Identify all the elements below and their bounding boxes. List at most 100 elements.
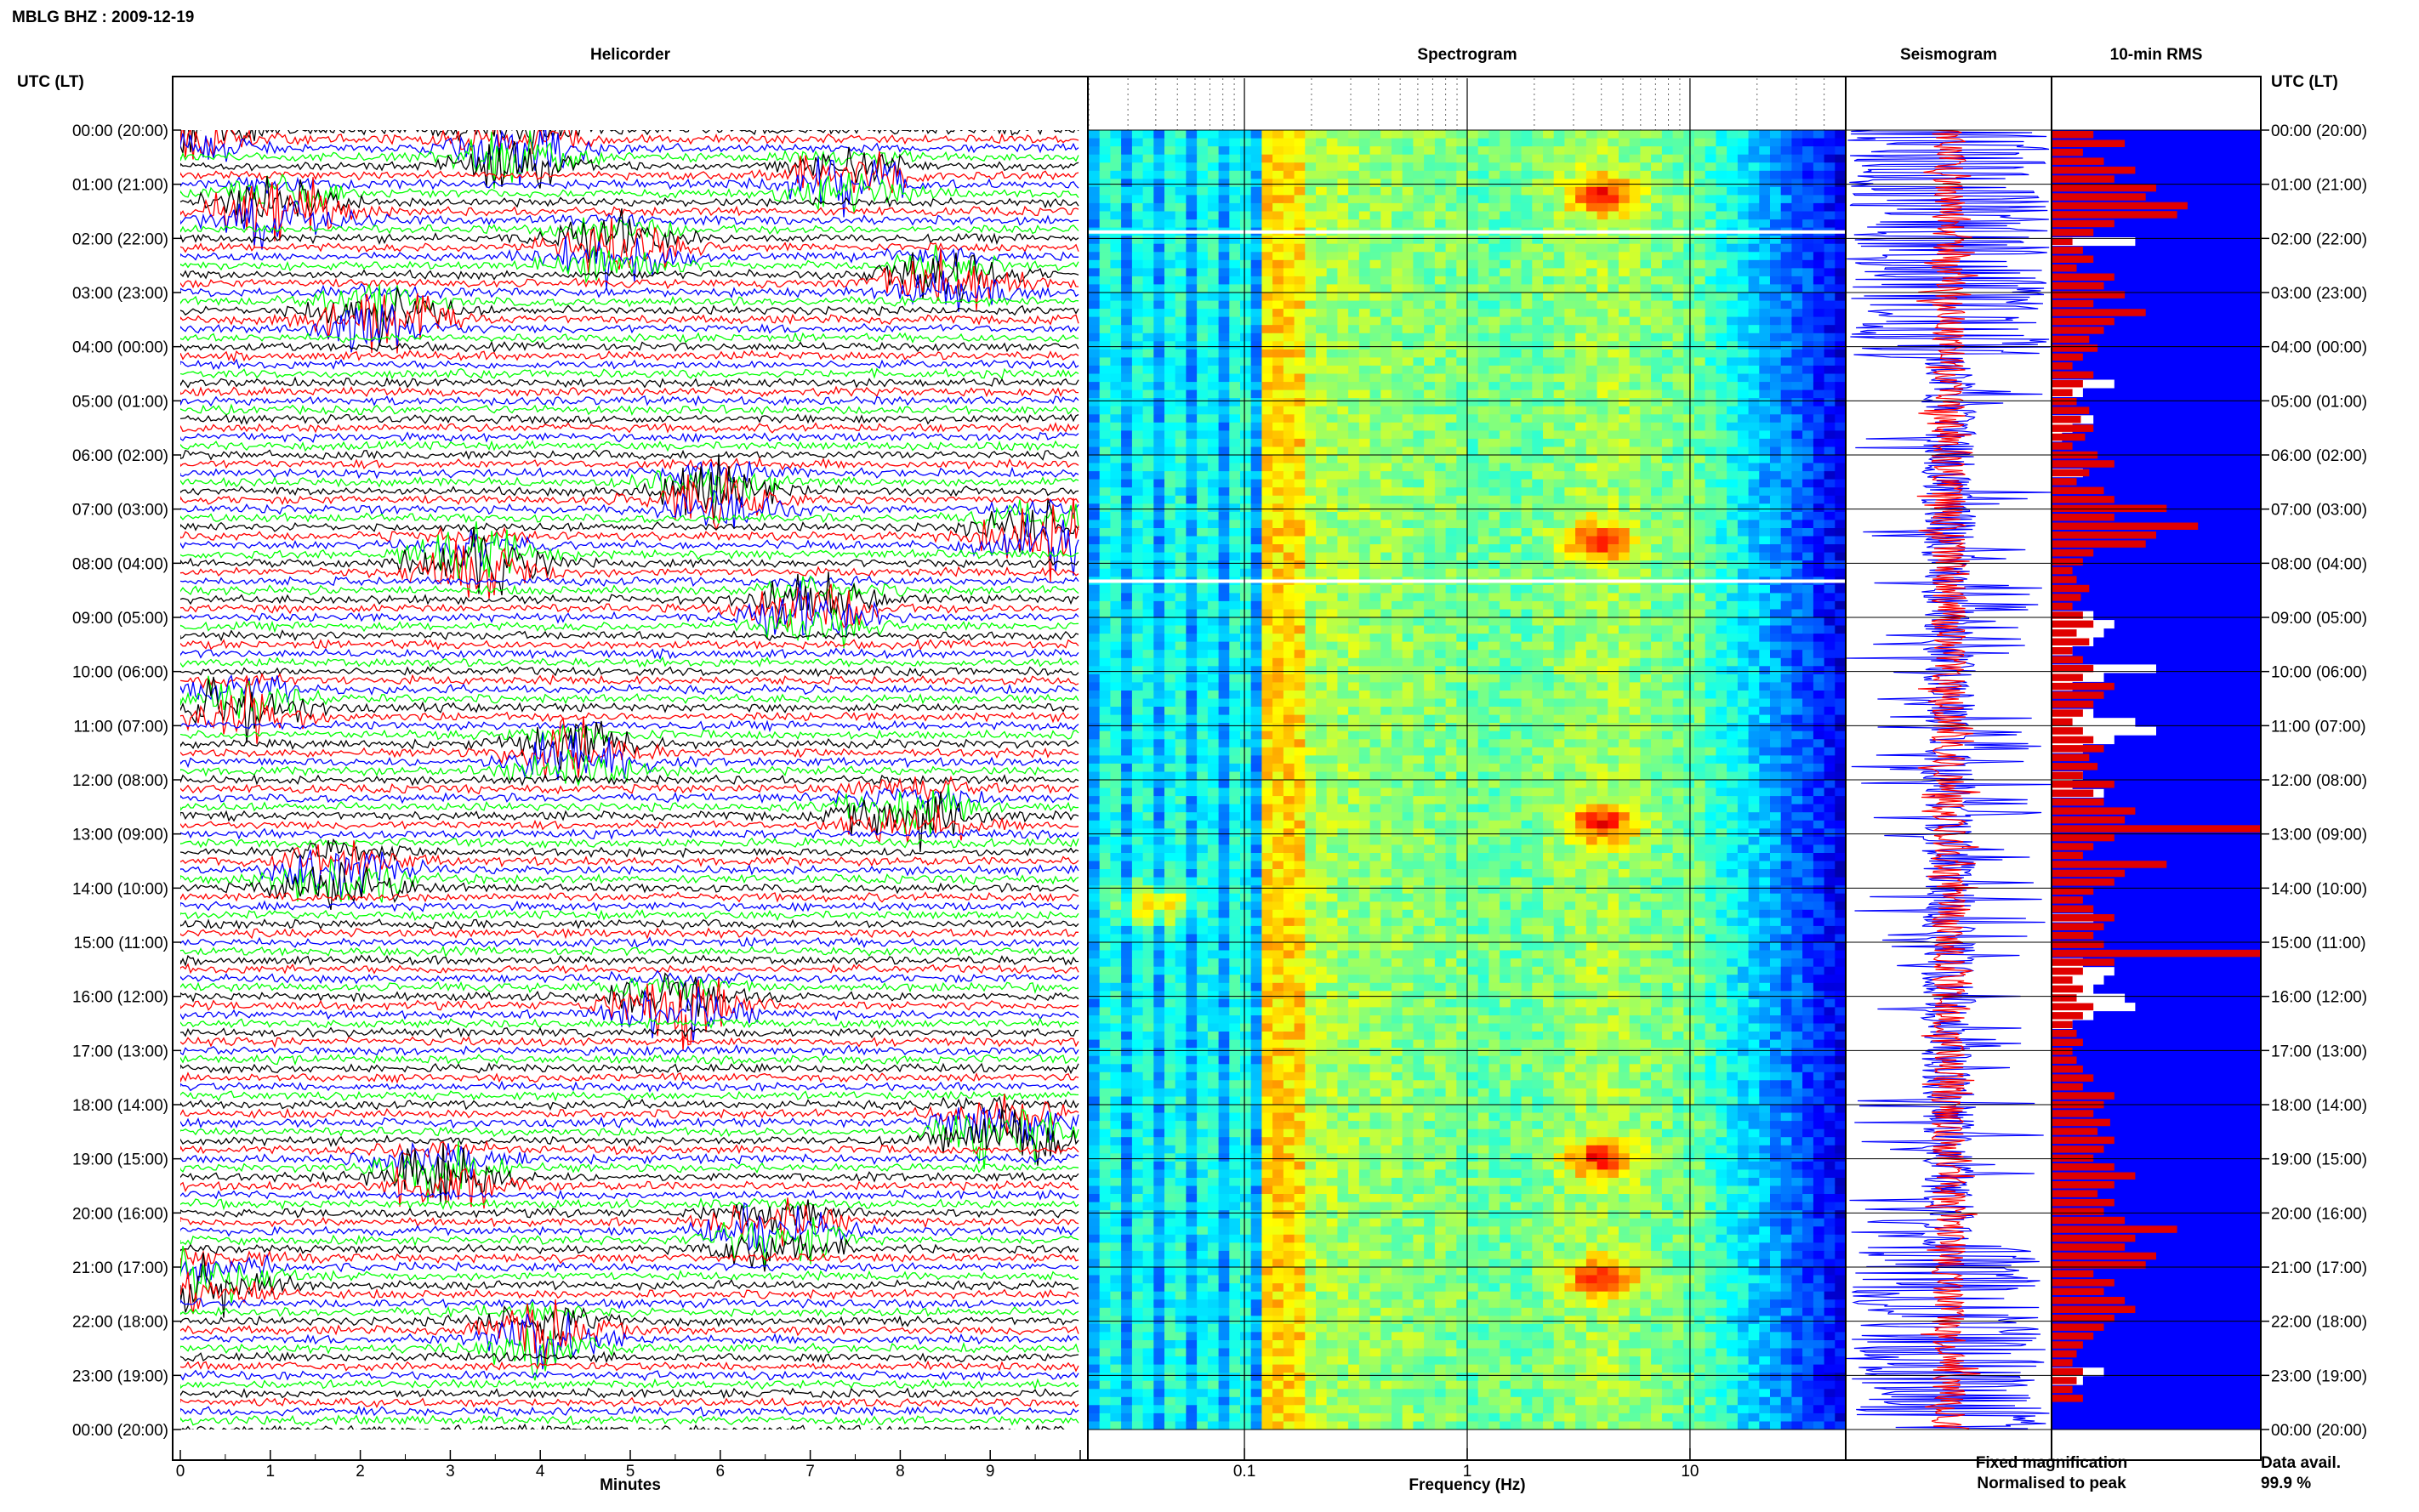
spectrogram-cell (1564, 382, 1576, 391)
helicorder-trace (180, 304, 1079, 353)
spectrogram-cell (1532, 617, 1544, 627)
spectrogram-cell (1348, 584, 1360, 594)
spectrogram-cell (1640, 487, 1652, 497)
spectrogram-cell (1218, 682, 1230, 691)
spectrogram-cell (1153, 520, 1165, 529)
spectrogram-cell (1445, 179, 1457, 188)
spectrogram-cell (1705, 422, 1716, 431)
spectrogram-cell (1424, 325, 1436, 334)
spectrogram-cell (1250, 309, 1262, 318)
spectrogram-cell (1791, 682, 1803, 691)
spectrogram-cell (1099, 666, 1111, 675)
spectrogram-cell (1543, 195, 1555, 204)
spectrogram-cell (1564, 268, 1576, 277)
spectrogram-cell (1316, 487, 1328, 497)
spectrogram-cell (1164, 146, 1176, 156)
spectrogram-cell (1672, 276, 1684, 286)
spectrogram-cell (1392, 284, 1403, 293)
spectrogram-cell (1824, 682, 1836, 691)
spectrogram-cell (1402, 455, 1414, 464)
spectrogram-cell (1121, 365, 1133, 375)
spectrogram-cell (1305, 560, 1317, 570)
spectrogram-cell (1770, 536, 1782, 545)
spectrogram-cell (1283, 252, 1295, 261)
spectrogram-cell (1521, 284, 1533, 293)
spectrogram-cell (1500, 252, 1511, 261)
spectrogram-cell (1791, 138, 1803, 147)
spectrogram-cell (1207, 657, 1220, 667)
spectrogram-cell (1521, 463, 1533, 472)
helicorder-trace (180, 861, 1079, 910)
spectrogram-cell (1121, 333, 1133, 342)
spectrogram-cell (1250, 479, 1262, 488)
spectrogram-cell (1164, 398, 1176, 407)
spectrogram-cell (1510, 520, 1523, 529)
spectrogram-cell (1521, 528, 1533, 537)
spectrogram-cell (1218, 179, 1230, 188)
spectrogram-cell (1661, 536, 1674, 545)
spectrogram-cell (1348, 236, 1360, 245)
spectrogram-cell (1780, 682, 1792, 691)
spectrogram-cell (1402, 511, 1414, 521)
spectrogram-cell (1240, 414, 1252, 423)
spectrogram-cell (1477, 634, 1489, 643)
spectrogram-cell (1272, 186, 1284, 196)
spectrogram-cell (1348, 528, 1360, 537)
spectrogram-cell (1802, 162, 1814, 172)
spectrogram-cell (1240, 365, 1252, 375)
spectrogram-cell (1294, 211, 1306, 220)
spectrogram-cell (1780, 593, 1792, 602)
spectrogram-cell (1824, 600, 1836, 611)
spectrogram-cell (1142, 202, 1154, 213)
spectrogram-cell (1813, 593, 1825, 602)
spectrogram-cell (1142, 536, 1154, 545)
spectrogram-cell (1661, 179, 1674, 188)
spectrogram-cell (1218, 691, 1230, 700)
spectrogram-cell (1759, 325, 1771, 334)
spectrogram-cell (1229, 341, 1241, 350)
spectrogram-cell (1629, 503, 1641, 513)
spectrogram-cell (1272, 293, 1284, 302)
spectrogram-cell (1835, 300, 1846, 310)
spectrogram-cell (1326, 293, 1338, 302)
spectrogram-cell (1672, 195, 1684, 204)
spectrogram-cell (1705, 211, 1716, 220)
spectrogram-cell (1683, 219, 1695, 229)
spectrogram-cell (1089, 406, 1101, 415)
spectrogram-cell (1110, 179, 1122, 188)
spectrogram-cell (1369, 236, 1381, 245)
spectrogram-cell (1283, 495, 1295, 504)
spectrogram-cell (1510, 130, 1523, 139)
spectrogram-cell (1564, 560, 1576, 570)
spectrogram-cell (1283, 657, 1295, 667)
spectrogram-cell (1737, 422, 1750, 431)
spectrogram-cell (1759, 284, 1771, 293)
spectrogram-cell (1802, 259, 1814, 269)
spectrogram-cell (1175, 471, 1187, 480)
spectrogram-cell (1369, 259, 1381, 269)
spectrogram-cell (1369, 293, 1381, 302)
spectrogram-cell (1780, 479, 1792, 488)
spectrogram-cell (1250, 657, 1262, 667)
spectrogram-cell (1759, 357, 1771, 367)
spectrogram-cell (1619, 398, 1631, 407)
spectrogram-cell (1099, 130, 1111, 139)
spectrogram-cell (1369, 600, 1381, 611)
spectrogram-cell (1500, 528, 1511, 537)
spectrogram-cell (1813, 179, 1825, 188)
spectrogram-cell (1564, 463, 1576, 472)
spectrogram-cell (1207, 430, 1220, 440)
spectrogram-cell (1358, 252, 1371, 261)
spectrogram-cell (1597, 333, 1608, 342)
spectrogram-cell (1445, 674, 1457, 684)
spectrogram-cell (1802, 138, 1814, 147)
spectrogram-cell (1770, 365, 1782, 375)
spectrogram-cell (1402, 593, 1414, 602)
spectrogram-cell (1791, 528, 1803, 537)
spectrogram-cell (1229, 634, 1241, 643)
spectrogram-cell (1694, 657, 1706, 667)
spectrogram-cell (1791, 641, 1803, 651)
spectrogram-cell (1716, 186, 1727, 196)
spectrogram-cell (1813, 341, 1825, 350)
spectrogram-cell (1510, 511, 1523, 521)
